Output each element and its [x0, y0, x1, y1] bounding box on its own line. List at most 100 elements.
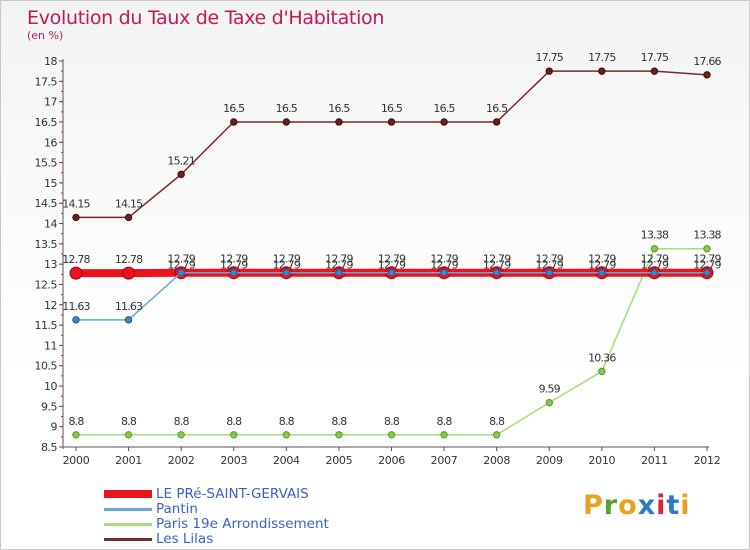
y-tick-label: 9.5	[41, 400, 57, 413]
data-label: 11.63	[115, 300, 143, 313]
data-label: 12.79	[483, 259, 511, 272]
data-label: 12.79	[693, 253, 721, 266]
data-label: 12.79	[220, 253, 248, 266]
data-point	[492, 118, 501, 126]
x-tick-label: 2007	[431, 454, 458, 467]
data-point	[545, 67, 553, 75]
data-point	[440, 268, 448, 277]
data-point	[124, 431, 133, 439]
data-point	[282, 431, 291, 439]
y-tick-label: 11	[44, 339, 57, 352]
x-tick-label: 2008	[483, 454, 510, 467]
data-label: 12.79	[325, 259, 353, 272]
y-tick-label: 17	[44, 96, 57, 109]
y-tick-label: 8.5	[41, 441, 57, 454]
data-point	[598, 367, 606, 376]
x-tick-label: 2012	[694, 454, 721, 467]
series-line	[76, 271, 707, 321]
data-label: 12.79	[641, 259, 669, 272]
y-tick-label: 18	[44, 55, 57, 68]
data-point	[177, 431, 185, 439]
data-label: 16.5	[486, 102, 508, 115]
legend-label: LE PRé-SAINT-GERVAIS	[156, 486, 309, 502]
data-label: 12.79	[430, 259, 458, 272]
data-point	[650, 245, 659, 253]
data-point	[72, 431, 80, 439]
data-point	[282, 118, 291, 126]
chart-title: Evolution du Taux de Taxe d'Habitation	[27, 7, 385, 29]
data-label: 12.79	[641, 253, 669, 266]
data-point	[282, 268, 291, 277]
data-point	[650, 268, 659, 277]
logo-letter: o	[618, 490, 638, 521]
data-label: 16.5	[433, 102, 455, 115]
y-tick-label: 11.5	[35, 319, 58, 332]
data-label: 10.36	[588, 351, 616, 364]
legend-label: Les Lilas	[156, 531, 214, 547]
y-tick-label: 10.5	[35, 360, 58, 373]
data-label: 14.15	[115, 197, 143, 210]
data-point	[492, 268, 501, 277]
y-tick-label: 14.5	[35, 197, 58, 210]
data-point	[492, 431, 501, 439]
data-point	[335, 268, 343, 277]
data-point	[335, 118, 343, 126]
logo-letter: x	[637, 490, 657, 521]
data-label: 12.79	[536, 253, 564, 266]
data-label: 12.79	[588, 253, 616, 266]
data-point	[177, 170, 185, 179]
data-point	[124, 213, 133, 222]
data-label: 17.75	[536, 51, 564, 64]
data-point	[230, 118, 238, 126]
data-point	[387, 118, 396, 126]
data-point	[703, 268, 711, 277]
data-point	[545, 399, 553, 407]
data-point	[598, 268, 606, 277]
x-tick-label: 2001	[115, 454, 142, 467]
legend-swatch	[104, 490, 152, 498]
data-label: 8.8	[68, 415, 84, 428]
data-label: 12.79	[693, 259, 721, 272]
x-tick-label: 2000	[63, 454, 90, 467]
data-label: 8.8	[174, 415, 190, 428]
data-label: 16.5	[223, 102, 245, 115]
y-tick-label: 17.5	[35, 75, 58, 88]
legend-label: Pantin	[156, 501, 198, 517]
data-label: 13.38	[641, 229, 669, 242]
data-label: 8.8	[279, 415, 295, 428]
data-label: 12.79	[430, 253, 458, 266]
data-label: 8.8	[331, 415, 347, 428]
data-label: 8.8	[121, 415, 137, 428]
data-point	[69, 266, 83, 280]
proxiti-logo: Proxiti	[583, 490, 691, 521]
series-line	[76, 70, 708, 219]
data-point	[650, 67, 659, 75]
data-label: 12.79	[220, 259, 248, 272]
y-tick-label: 13	[44, 258, 57, 271]
x-tick-label: 2003	[220, 454, 247, 467]
data-label: 17.66	[693, 55, 721, 68]
logo-letter: i	[680, 490, 691, 521]
legend-swatch	[104, 538, 152, 541]
data-point	[230, 431, 238, 439]
x-tick-label: 2004	[273, 454, 300, 467]
y-tick-label: 13.5	[35, 238, 58, 251]
data-point	[703, 71, 711, 79]
data-point	[598, 67, 606, 75]
data-point	[72, 213, 80, 222]
logo-letter: r	[603, 490, 619, 521]
legend-label: Paris 19e Arrondissement	[156, 516, 329, 532]
data-label: 11.63	[62, 300, 90, 313]
data-label: 12.78	[115, 253, 143, 266]
logo-letter: t	[666, 490, 681, 521]
x-tick-label: 2006	[378, 454, 405, 467]
y-tick-label: 10	[44, 380, 57, 393]
y-tick-label: 15.5	[35, 157, 58, 170]
data-label: 8.8	[437, 415, 453, 428]
y-tick-label: 14	[44, 218, 57, 231]
data-label: 12.79	[378, 259, 406, 272]
data-label: 15.21	[167, 154, 195, 167]
logo-letter: P	[583, 490, 604, 521]
